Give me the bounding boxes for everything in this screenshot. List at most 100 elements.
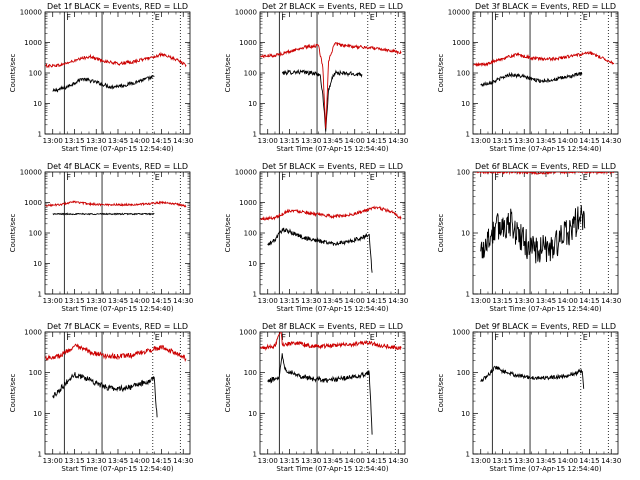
- time-marker-label: F: [281, 173, 286, 182]
- x-axis-label: Start Time (07-Apr-15 12:54:40): [276, 465, 388, 473]
- y-tick-label: 10: [461, 230, 470, 238]
- y-tick-label: 1000: [452, 39, 470, 47]
- events-series-line: [480, 205, 586, 264]
- x-tick-label: 14:15: [366, 137, 386, 145]
- y-axis-label: Counts/sec: [224, 374, 232, 413]
- x-tick-label: 13:30: [514, 297, 534, 305]
- x-tick-label: 13:30: [86, 297, 106, 305]
- y-tick-label: 10000: [448, 9, 470, 17]
- time-marker-label: F: [494, 333, 499, 342]
- detector-panel-6: Det 6f BLACK = Events, RED = LLD 1 10 100 13…: [437, 162, 621, 313]
- x-tick-label: 13:15: [492, 457, 512, 465]
- y-tick-label: 100: [29, 70, 42, 78]
- panel-title: Det 6f BLACK = Events, RED = LLD: [475, 162, 616, 171]
- lld-series-line: [260, 205, 402, 221]
- x-tick-label: 14:00: [558, 137, 578, 145]
- x-axis-label: Start Time (07-Apr-15 12:54:40): [276, 145, 388, 153]
- x-tick-label: 13:15: [279, 457, 299, 465]
- x-tick-label: 13:45: [108, 137, 128, 145]
- y-axis-label: Counts/sec: [9, 54, 17, 93]
- y-tick-label: 10000: [235, 169, 257, 177]
- time-marker-label: E: [583, 173, 588, 182]
- x-tick-label: 14:15: [366, 297, 386, 305]
- x-tick-label: 14:30: [601, 297, 621, 305]
- y-tick-label: 10: [33, 260, 42, 268]
- detector-panel-5: Det 5f BLACK = Events, RED = LLD 1 10 100 10…: [224, 162, 408, 313]
- time-marker-label: E: [155, 13, 160, 22]
- x-tick-label: 13:00: [258, 297, 278, 305]
- x-tick-label: 13:45: [536, 137, 556, 145]
- x-tick-label: 14:00: [345, 297, 365, 305]
- x-tick-label: 14:00: [130, 297, 150, 305]
- y-tick-label: 10: [248, 410, 257, 418]
- y-tick-label: 100: [457, 369, 470, 377]
- x-tick-label: 13:00: [43, 297, 63, 305]
- x-tick-label: 13:45: [323, 297, 343, 305]
- events-series-line: [281, 69, 363, 132]
- y-tick-label: 1: [466, 451, 470, 459]
- events-series-line: [480, 71, 583, 87]
- x-tick-label: 13:00: [471, 457, 491, 465]
- plot-frame: [44, 331, 191, 455]
- x-tick-label: 14:15: [579, 297, 599, 305]
- lld-series-line: [260, 332, 402, 352]
- x-tick-label: 13:45: [108, 457, 128, 465]
- detector-panel-8: Det 8f BLACK = Events, RED = LLD 1 10 100 10…: [224, 322, 408, 473]
- x-axis-label: Start Time (07-Apr-15 12:54:40): [61, 465, 173, 473]
- time-marker-label: F: [66, 13, 71, 22]
- x-tick-label: 13:45: [323, 457, 343, 465]
- detector-panel-7: Det 7f BLACK = Events, RED = LLD 1 10 100 10…: [9, 322, 193, 473]
- x-tick-label: 13:45: [536, 457, 556, 465]
- x-tick-label: 13:00: [471, 297, 491, 305]
- y-tick-label: 1000: [24, 199, 42, 207]
- y-tick-label: 1000: [239, 199, 257, 207]
- events-series-line: [52, 372, 158, 418]
- detector-panel-9: Det 9f BLACK = Events, RED = LLD 1 10 100 10…: [437, 322, 621, 473]
- x-tick-label: 13:45: [323, 137, 343, 145]
- x-axis-label: Start Time (07-Apr-15 12:54:40): [489, 305, 601, 313]
- detector-panel-2: Det 2f BLACK = Events, RED = LLD 1 10 100 10…: [224, 2, 408, 153]
- detector-panel-4: Det 4f BLACK = Events, RED = LLD 1 10 100 10…: [9, 162, 193, 313]
- x-tick-label: 14:15: [579, 137, 599, 145]
- x-tick-label: 14:00: [130, 137, 150, 145]
- panel-title: Det 5f BLACK = Events, RED = LLD: [262, 162, 403, 171]
- panel-title: Det 9f BLACK = Events, RED = LLD: [475, 322, 616, 331]
- panel-title: Det 2f BLACK = Events, RED = LLD: [262, 2, 403, 11]
- y-tick-label: 1: [38, 291, 42, 299]
- y-tick-label: 1000: [239, 39, 257, 47]
- time-marker-label: E: [583, 13, 588, 22]
- x-axis-label: Start Time (07-Apr-15 12:54:40): [489, 465, 601, 473]
- x-tick-label: 14:00: [345, 457, 365, 465]
- x-tick-label: 14:15: [151, 457, 171, 465]
- y-tick-label: 10000: [20, 169, 42, 177]
- time-marker-label: E: [155, 173, 160, 182]
- y-tick-label: 1: [38, 131, 42, 139]
- x-tick-label: 14:00: [345, 137, 365, 145]
- y-axis-label: Counts/sec: [224, 214, 232, 253]
- y-tick-label: 10: [461, 100, 470, 108]
- time-marker-label: F: [281, 333, 286, 342]
- y-tick-label: 100: [244, 70, 257, 78]
- events-series-line: [267, 227, 373, 273]
- y-tick-label: 10: [33, 100, 42, 108]
- x-tick-label: 13:00: [258, 457, 278, 465]
- x-axis-label: Start Time (07-Apr-15 12:54:40): [489, 145, 601, 153]
- detector-panel-1: Det 1f BLACK = Events, RED = LLD 1 10 100 10…: [9, 2, 193, 153]
- y-axis-label: Counts/sec: [437, 214, 445, 253]
- x-tick-label: 13:00: [43, 457, 63, 465]
- lld-series-line: [45, 51, 187, 69]
- time-marker-label: E: [370, 333, 375, 342]
- y-tick-label: 1: [466, 291, 470, 299]
- y-tick-label: 10000: [20, 9, 42, 17]
- x-tick-label: 14:15: [151, 297, 171, 305]
- x-tick-label: 13:30: [301, 297, 321, 305]
- x-tick-label: 14:30: [601, 137, 621, 145]
- time-marker-label: F: [66, 333, 71, 342]
- x-tick-label: 13:15: [492, 297, 512, 305]
- time-marker-label: E: [370, 173, 375, 182]
- time-marker-label: E: [583, 333, 588, 342]
- y-tick-label: 1: [253, 451, 257, 459]
- time-marker-label: F: [281, 13, 286, 22]
- panel-title: Det 8f BLACK = Events, RED = LLD: [262, 322, 403, 331]
